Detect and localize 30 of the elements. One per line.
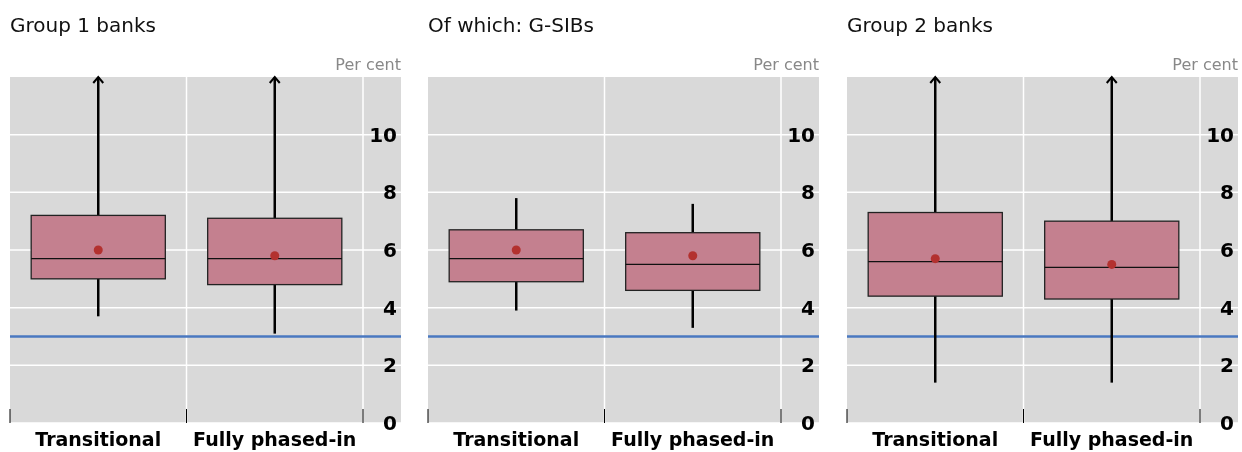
y-tick-label: 6 [383, 238, 397, 262]
y-tick-label: 8 [383, 180, 397, 205]
y-tick-label: 4 [1220, 295, 1234, 320]
y-tick-label: 2 [801, 353, 815, 378]
y-axis-title: Per cent [335, 55, 401, 74]
y-tick-label: 0 [801, 411, 815, 435]
y-tick-label: 10 [369, 122, 397, 147]
y-tick-label: 0 [383, 411, 397, 435]
y-tick-label: 4 [801, 295, 815, 320]
y-tick-label: 8 [801, 180, 815, 205]
y-tick-label: 10 [787, 122, 815, 147]
x-tick-label: Transitional [872, 428, 999, 450]
x-tick-label: Transitional [35, 428, 162, 450]
y-axis-title: Per cent [753, 55, 819, 74]
x-tick-label: Fully phased-in [193, 428, 357, 450]
y-tick-label: 8 [1220, 180, 1234, 205]
y-tick-label: 10 [1206, 122, 1234, 147]
y-tick-label: 6 [1220, 238, 1234, 262]
y-tick-label: 2 [383, 353, 397, 378]
y-tick-label: 6 [801, 238, 815, 262]
chart-title: Of which: G-SIBs [428, 13, 594, 37]
x-tick-label: Transitional [453, 428, 580, 450]
y-axis-title: Per cent [1172, 55, 1238, 74]
y-tick-label: 4 [383, 295, 397, 320]
x-tick-label: Fully phased-in [1030, 428, 1194, 450]
chart-title: Group 1 banks [10, 13, 156, 37]
y-tick-label: 2 [1220, 353, 1234, 378]
y-tick-label: 0 [1220, 411, 1234, 435]
chart-title: Group 2 banks [847, 13, 993, 37]
x-tick-label: Fully phased-in [611, 428, 775, 450]
